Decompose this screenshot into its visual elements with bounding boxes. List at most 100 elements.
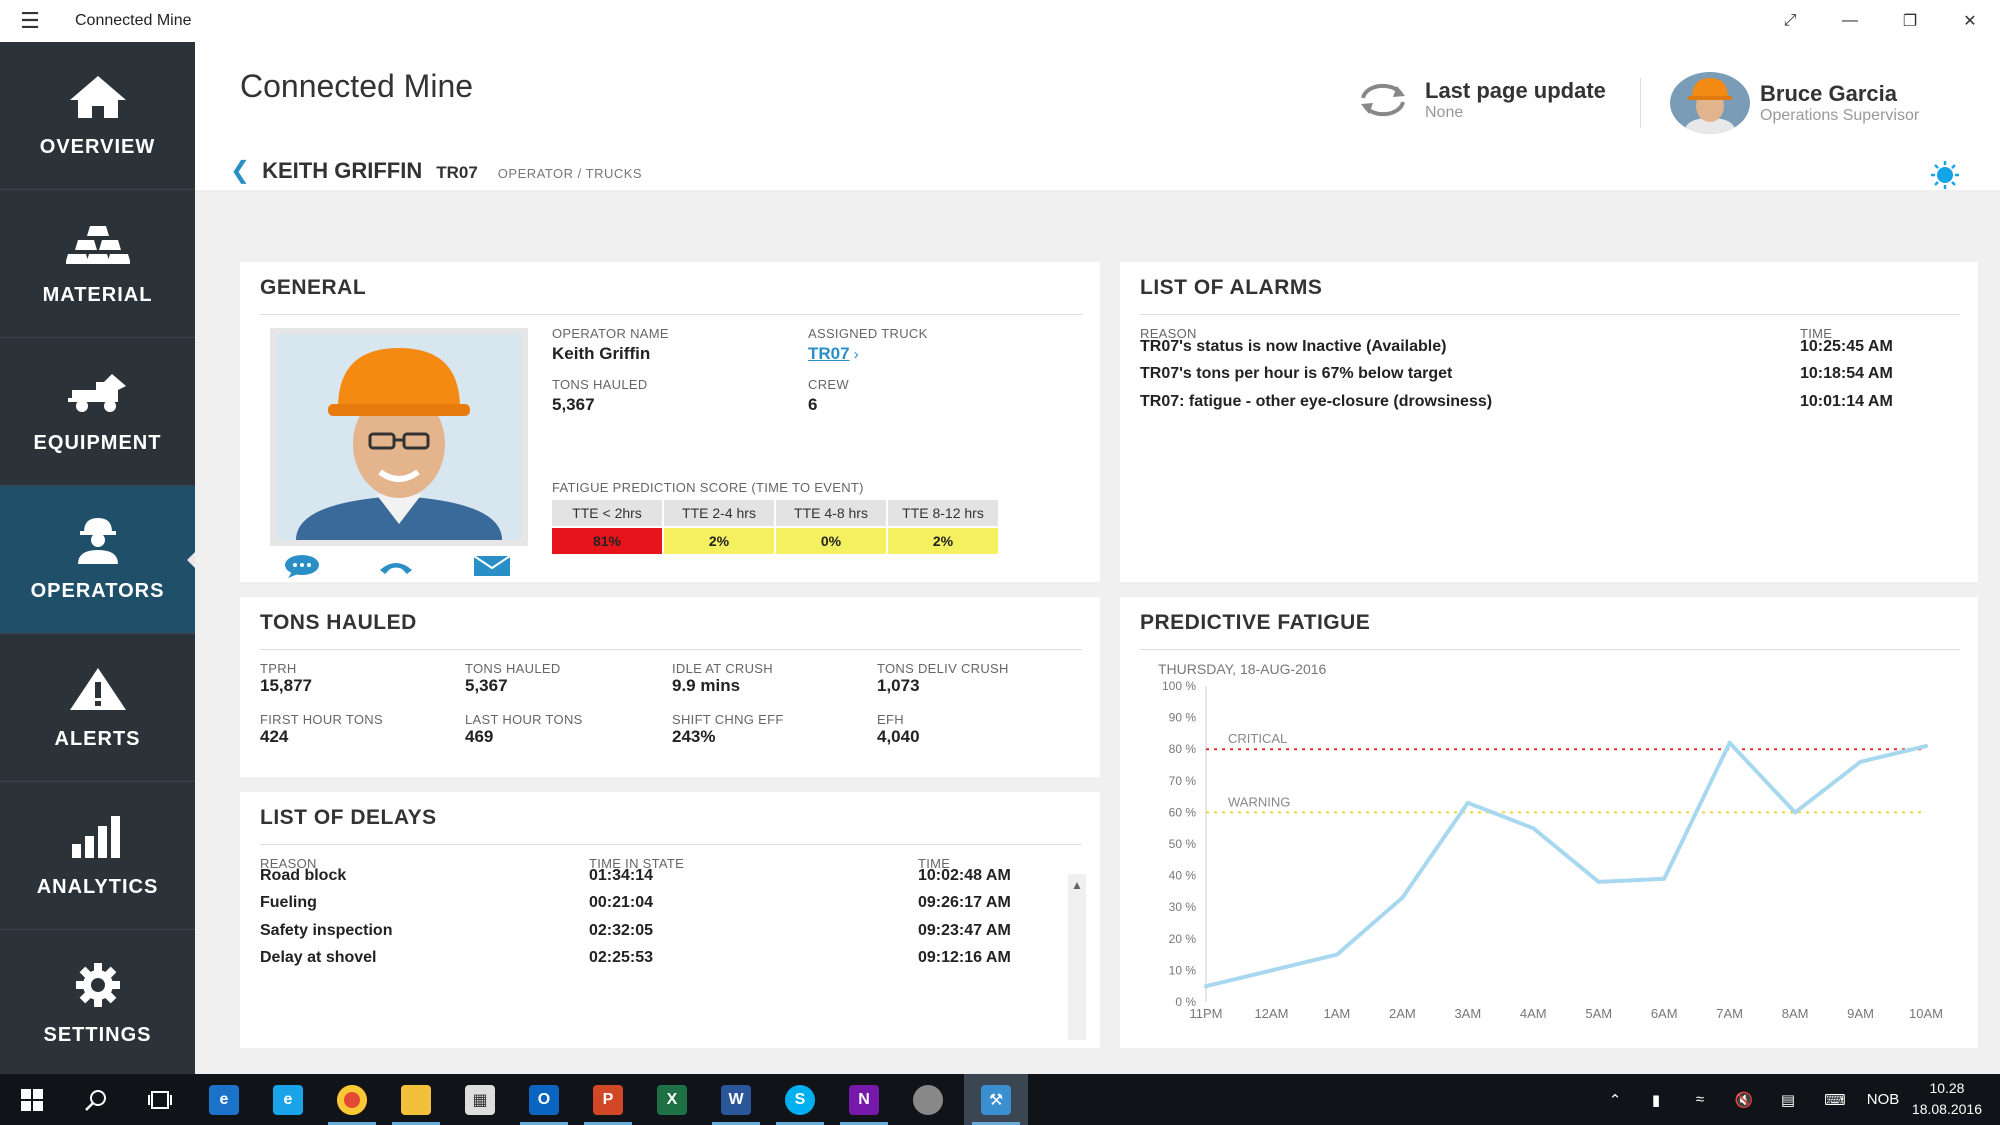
x-tick-label: 10AM	[1909, 1006, 1943, 1021]
x-tick-label: 8AM	[1782, 1006, 1809, 1021]
people-app[interactable]	[896, 1074, 960, 1125]
back-arrow-icon[interactable]: ❮	[230, 157, 251, 184]
delay-time-in-state: 01:34:14	[589, 867, 654, 884]
panel-title: LIST OF ALARMS	[1140, 276, 1323, 299]
header-divider	[1640, 78, 1641, 128]
column-header-reason: REASON	[260, 856, 317, 871]
stat-value: 424	[260, 727, 289, 746]
y-tick-label: 70 %	[1169, 774, 1197, 788]
delay-row[interactable]: Road block 01:34:14 10:02:48 AM	[260, 867, 1060, 894]
chrome-app[interactable]	[320, 1074, 384, 1125]
chevron-up-icon[interactable]: ⌃	[1608, 1091, 1622, 1109]
data-point	[1334, 952, 1339, 957]
phone-icon[interactable]	[376, 554, 416, 578]
operator-truck-id: TR07	[436, 163, 478, 182]
tte-value: 81%	[552, 528, 662, 554]
stat-value: 5,367	[465, 676, 508, 695]
y-tick-label: 100 %	[1162, 679, 1196, 693]
alarm-reason: TR07's tons per hour is 67% below target	[1140, 365, 1453, 382]
excel-app[interactable]: X	[640, 1074, 704, 1125]
volume-mute-icon[interactable]: 🔇	[1734, 1091, 1754, 1109]
edge-app[interactable]: e	[192, 1074, 256, 1125]
operator-path: OPERATOR / TRUCKS	[497, 166, 643, 181]
clock[interactable]: 10.28 18.08.2016	[1912, 1078, 1982, 1120]
field-value: 5,367	[552, 395, 595, 414]
keyboard-icon[interactable]: ⌨	[1824, 1091, 1846, 1109]
clock-time: 10.28	[1929, 1080, 1965, 1096]
mail-icon[interactable]	[472, 554, 512, 578]
clock-date: 18.08.2016	[1911, 1101, 1982, 1117]
sidebar-item-equipment[interactable]: EQUIPMENT	[0, 338, 195, 486]
field-label: CREW	[808, 377, 849, 392]
data-point	[1204, 984, 1208, 989]
crew-field: CREW 6	[808, 377, 849, 415]
delay-row[interactable]: Safety inspection 02:32:05 09:23:47 AM	[260, 922, 1060, 949]
y-tick-label: 20 %	[1169, 932, 1197, 946]
field-label: OPERATOR NAME	[552, 326, 669, 341]
stat-label: IDLE AT CRUSH	[672, 661, 773, 676]
delay-row[interactable]: Delay at shovel 02:25:53 09:12:16 AM	[260, 949, 1060, 976]
chart-date-label: THURSDAY, 18-AUG-2016	[1158, 661, 1327, 677]
sidebar-item-overview[interactable]: OVERVIEW	[0, 42, 195, 190]
scroll-up-icon[interactable]: ▲	[1071, 878, 1083, 892]
notifications-icon[interactable]: ▤	[1780, 1091, 1796, 1109]
sidebar-item-analytics[interactable]: ANALYTICS	[0, 782, 195, 930]
running-indicator	[584, 1122, 632, 1125]
alarms-panel: LIST OF ALARMS REASON TIME TR07's status…	[1120, 262, 1978, 582]
sidebar-item-operators[interactable]: OPERATORS	[0, 486, 195, 634]
connected-mine-app[interactable]: ⚒	[964, 1074, 1028, 1125]
onenote-app[interactable]: N	[832, 1074, 896, 1125]
sidebar-item-alerts[interactable]: ALERTS	[0, 634, 195, 782]
hamburger-menu-icon[interactable]: ☰	[20, 8, 40, 33]
delays-scrollbar[interactable]: ▲	[1068, 874, 1086, 1040]
sun-icon[interactable]	[1930, 160, 1960, 190]
panel-title: LIST OF DELAYS	[260, 806, 437, 829]
truck-icon	[67, 374, 126, 412]
ie-app[interactable]: e	[256, 1074, 320, 1125]
language-indicator[interactable]: NOB	[1866, 1091, 1900, 1108]
y-tick-label: 30 %	[1169, 900, 1197, 914]
sidebar-item-label: OPERATORS	[30, 580, 165, 602]
window-controls: ⤢ — ❐ ✕	[1760, 0, 2000, 42]
word-app[interactable]: W	[704, 1074, 768, 1125]
close-button[interactable]: ✕	[1963, 13, 1977, 30]
tte-value: 2%	[664, 528, 774, 554]
powerpoint-app[interactable]: P	[576, 1074, 640, 1125]
chat-icon[interactable]	[282, 554, 322, 578]
task-view-button[interactable]	[128, 1074, 192, 1125]
assigned-truck-link[interactable]: TR07	[808, 344, 850, 363]
outlook-app[interactable]: O	[512, 1074, 576, 1125]
last-update[interactable]: Last page update None	[1355, 78, 1606, 122]
people-icon	[913, 1084, 943, 1115]
stat-label: TONS DELIV CRUSH	[877, 661, 1009, 676]
stat-value: 1,073	[877, 676, 920, 695]
last-update-label: Last page update	[1425, 78, 1606, 103]
store-icon: ▦	[465, 1084, 495, 1115]
operator-photo	[270, 328, 528, 546]
alarm-row[interactable]: TR07's tons per hour is 67% below target…	[1140, 365, 1940, 392]
search-button[interactable]	[64, 1074, 128, 1125]
app-icon: ⚒	[981, 1084, 1011, 1115]
alarm-row[interactable]: TR07's status is now Inactive (Available…	[1140, 338, 1940, 365]
explorer-app[interactable]	[384, 1074, 448, 1125]
title-bar: ☰ Connected Mine ⤢ — ❐ ✕	[0, 0, 2000, 42]
restore-button[interactable]: ❐	[1902, 13, 1918, 30]
user-profile[interactable]: Bruce Garcia Operations Supervisor	[1670, 72, 1919, 134]
column-header-time-in-state: TIME IN STATE	[589, 856, 685, 871]
skype-app[interactable]: S	[768, 1074, 832, 1125]
minimize-button[interactable]: —	[1842, 12, 1858, 29]
delay-row[interactable]: Fueling 00:21:04 09:26:17 AM	[260, 894, 1060, 921]
divider	[260, 649, 1082, 650]
stat-first-hour-tons: FIRST HOUR TONS 424	[260, 712, 383, 747]
alarm-row[interactable]: TR07: fatigue - other eye-closure (drows…	[1140, 393, 1940, 420]
sidebar-item-settings[interactable]: SETTINGS	[0, 930, 195, 1078]
word-icon: W	[721, 1084, 751, 1115]
battery-icon[interactable]: ▮	[1651, 1091, 1661, 1109]
running-indicator	[392, 1122, 440, 1125]
start-button[interactable]	[0, 1074, 64, 1125]
wifi-icon[interactable]: ≈	[1695, 1091, 1705, 1108]
sidebar-item-material[interactable]: MATERIAL	[0, 190, 195, 338]
fullscreen-icon[interactable]: ⤢	[1783, 12, 1797, 29]
store-app[interactable]: ▦	[448, 1074, 512, 1125]
alarm-time: 10:01:14 AM	[1800, 393, 1893, 410]
